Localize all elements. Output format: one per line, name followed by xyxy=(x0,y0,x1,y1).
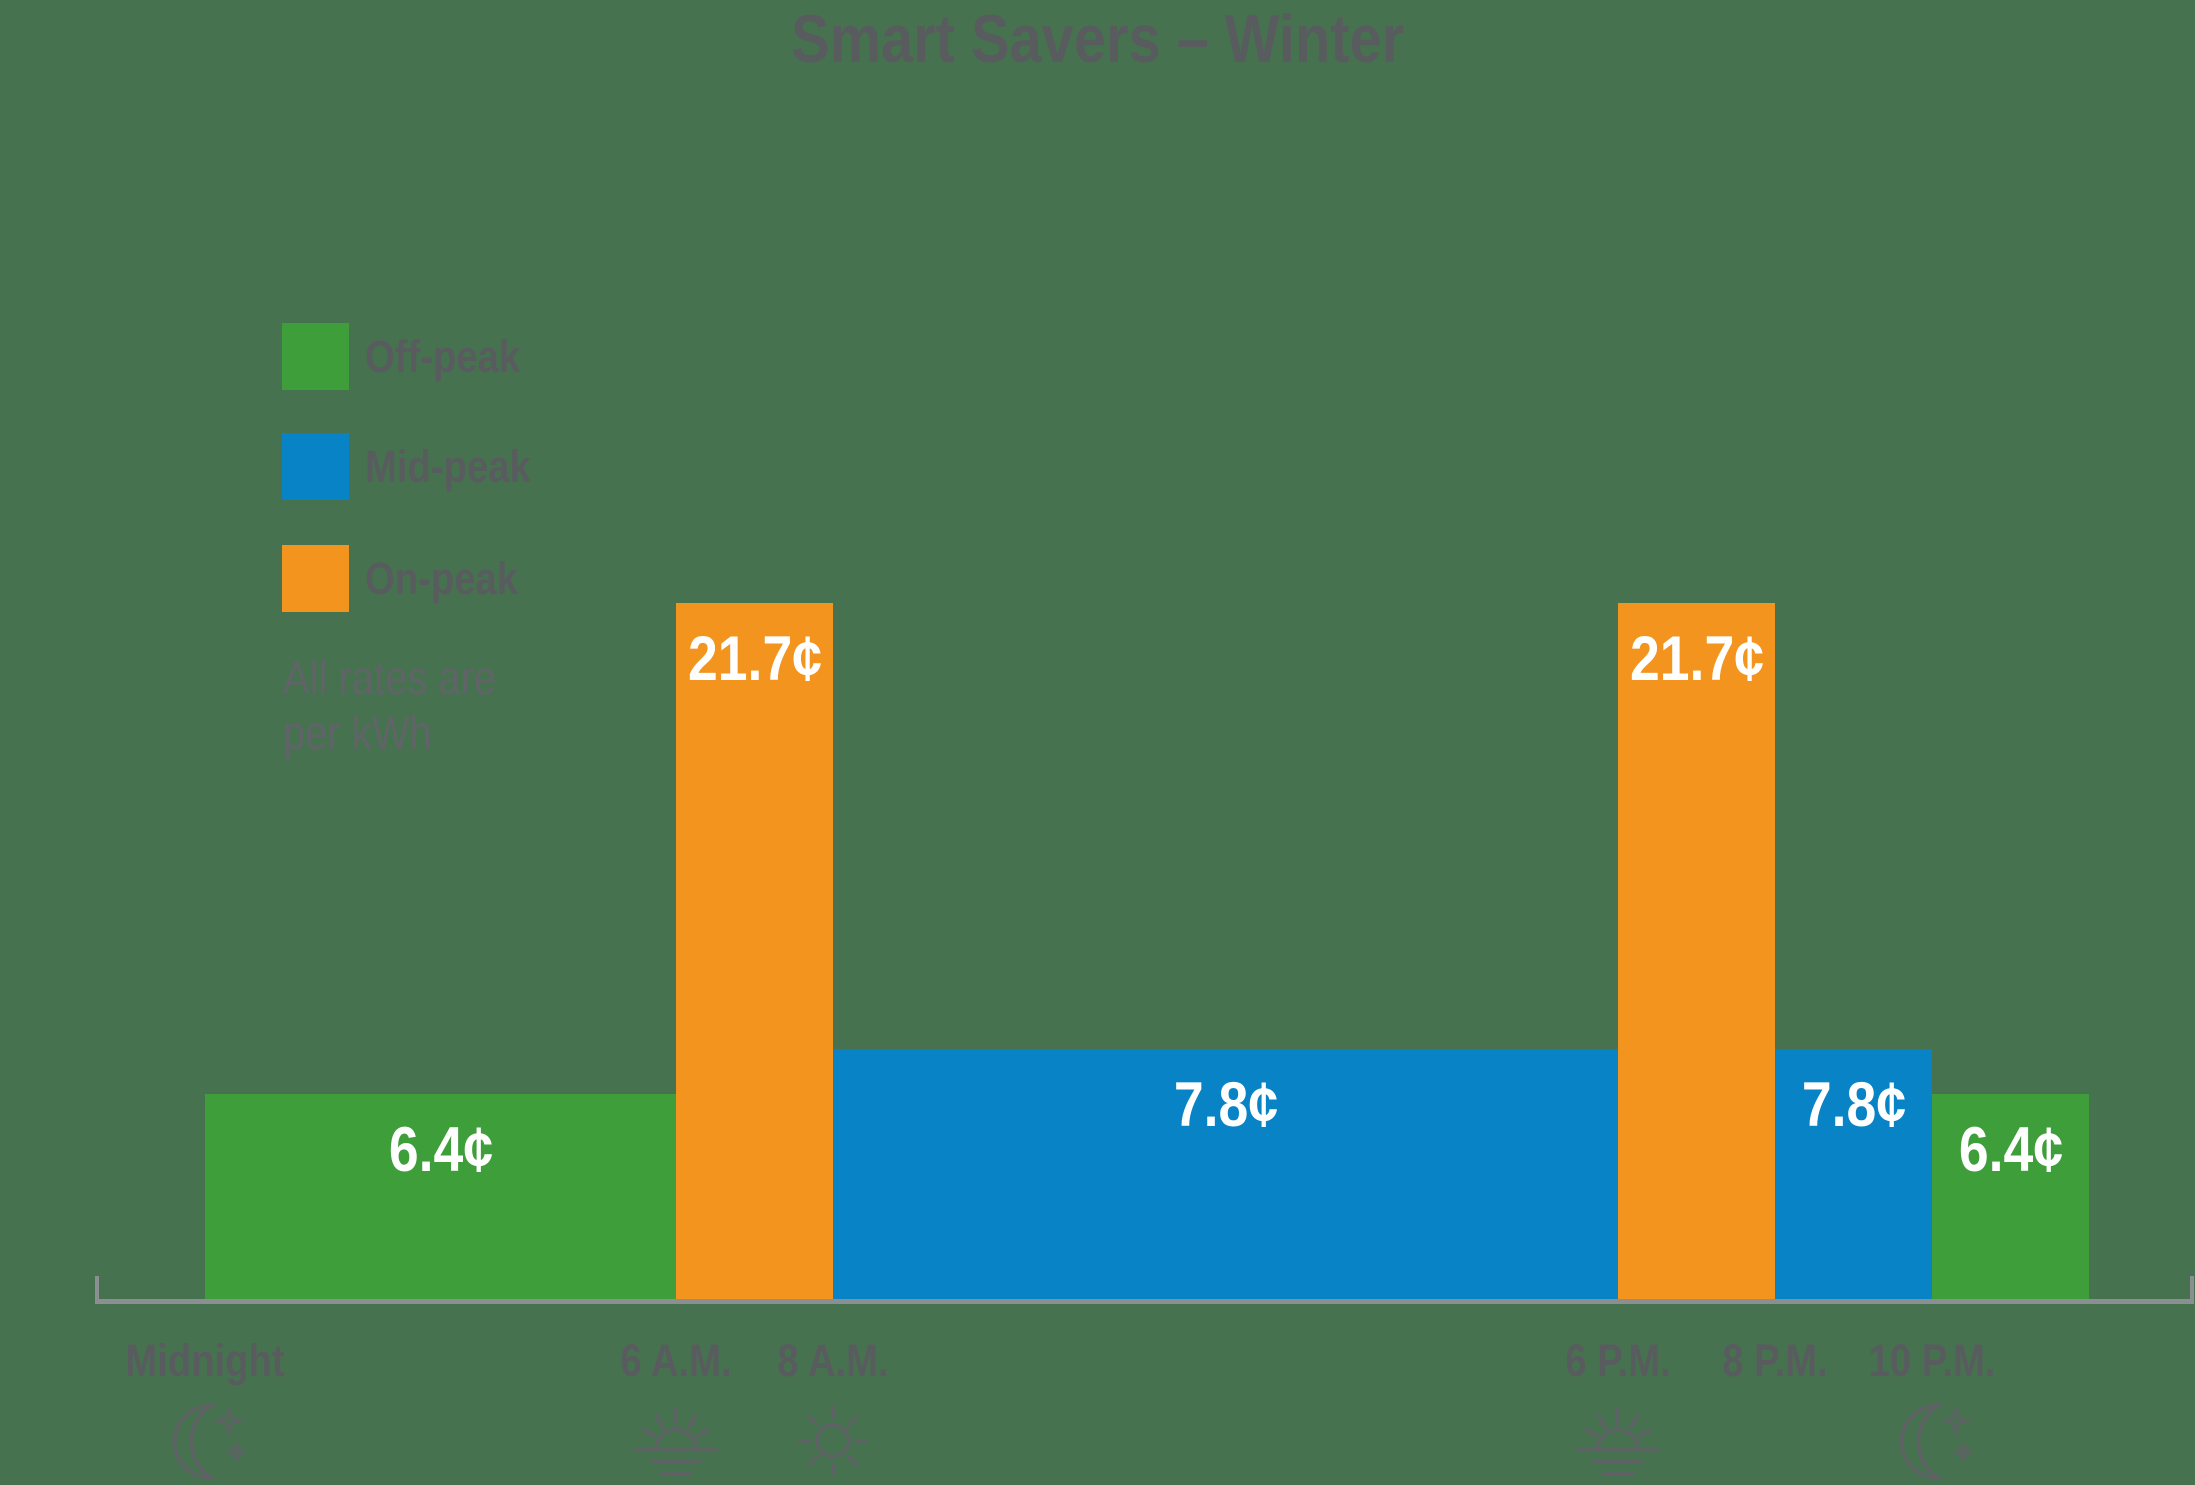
x-axis-label: 6 A.M. xyxy=(620,1335,732,1386)
rates-note-line1: All rates are xyxy=(283,651,497,704)
moon-stars-icon xyxy=(1886,1393,1978,1485)
bar-value-label: 21.7¢ xyxy=(687,623,822,694)
x-axis-label: Midnight xyxy=(125,1335,285,1386)
bar-value-label: 7.8¢ xyxy=(1801,1070,1906,1141)
bar-on-peak xyxy=(1618,602,1775,1300)
bar-on-peak xyxy=(676,602,833,1300)
on-peak-swatch xyxy=(282,545,349,612)
legend-item-off-peak: Off-peak xyxy=(282,323,548,390)
rates-note-line2: per kWh xyxy=(283,706,432,759)
sunrise-icon xyxy=(630,1393,722,1485)
x-axis-left-tick xyxy=(95,1276,99,1304)
bar-mid-peak xyxy=(833,1049,1618,1300)
legend-label-on-peak: On-peak xyxy=(365,553,519,604)
legend-item-on-peak: On-peak xyxy=(282,545,545,612)
sun-icon xyxy=(787,1393,879,1485)
moon-stars-icon xyxy=(159,1393,251,1485)
legend-item-mid-peak: Mid-peak xyxy=(282,433,560,500)
rates-note: All rates are per kWh xyxy=(283,650,803,760)
sunset-icon xyxy=(1572,1393,1664,1485)
bar-value-label: 21.7¢ xyxy=(1629,623,1764,694)
x-axis-label: 8 A.M. xyxy=(777,1335,889,1386)
x-axis-right-tick xyxy=(2190,1276,2194,1304)
legend-label-off-peak: Off-peak xyxy=(365,331,521,382)
x-axis-label: 8 P.M. xyxy=(1722,1335,1828,1386)
legend-label-mid-peak: Mid-peak xyxy=(365,441,531,492)
off-peak-swatch xyxy=(282,323,349,390)
bar-mid-peak xyxy=(1775,1049,1932,1300)
bar-value-label: 6.4¢ xyxy=(388,1115,493,1186)
bar-value-label: 7.8¢ xyxy=(1173,1070,1278,1141)
bar-value-label: 6.4¢ xyxy=(1958,1115,2063,1186)
x-axis-line xyxy=(95,1299,2194,1304)
bar-off-peak xyxy=(205,1094,676,1300)
x-axis-label: 6 P.M. xyxy=(1565,1335,1671,1386)
bar-off-peak xyxy=(1932,1094,2089,1300)
mid-peak-swatch xyxy=(282,433,349,500)
chart-title: Smart Savers – Winter xyxy=(790,1,1405,77)
x-axis-label: 10 P.M. xyxy=(1868,1335,1996,1386)
